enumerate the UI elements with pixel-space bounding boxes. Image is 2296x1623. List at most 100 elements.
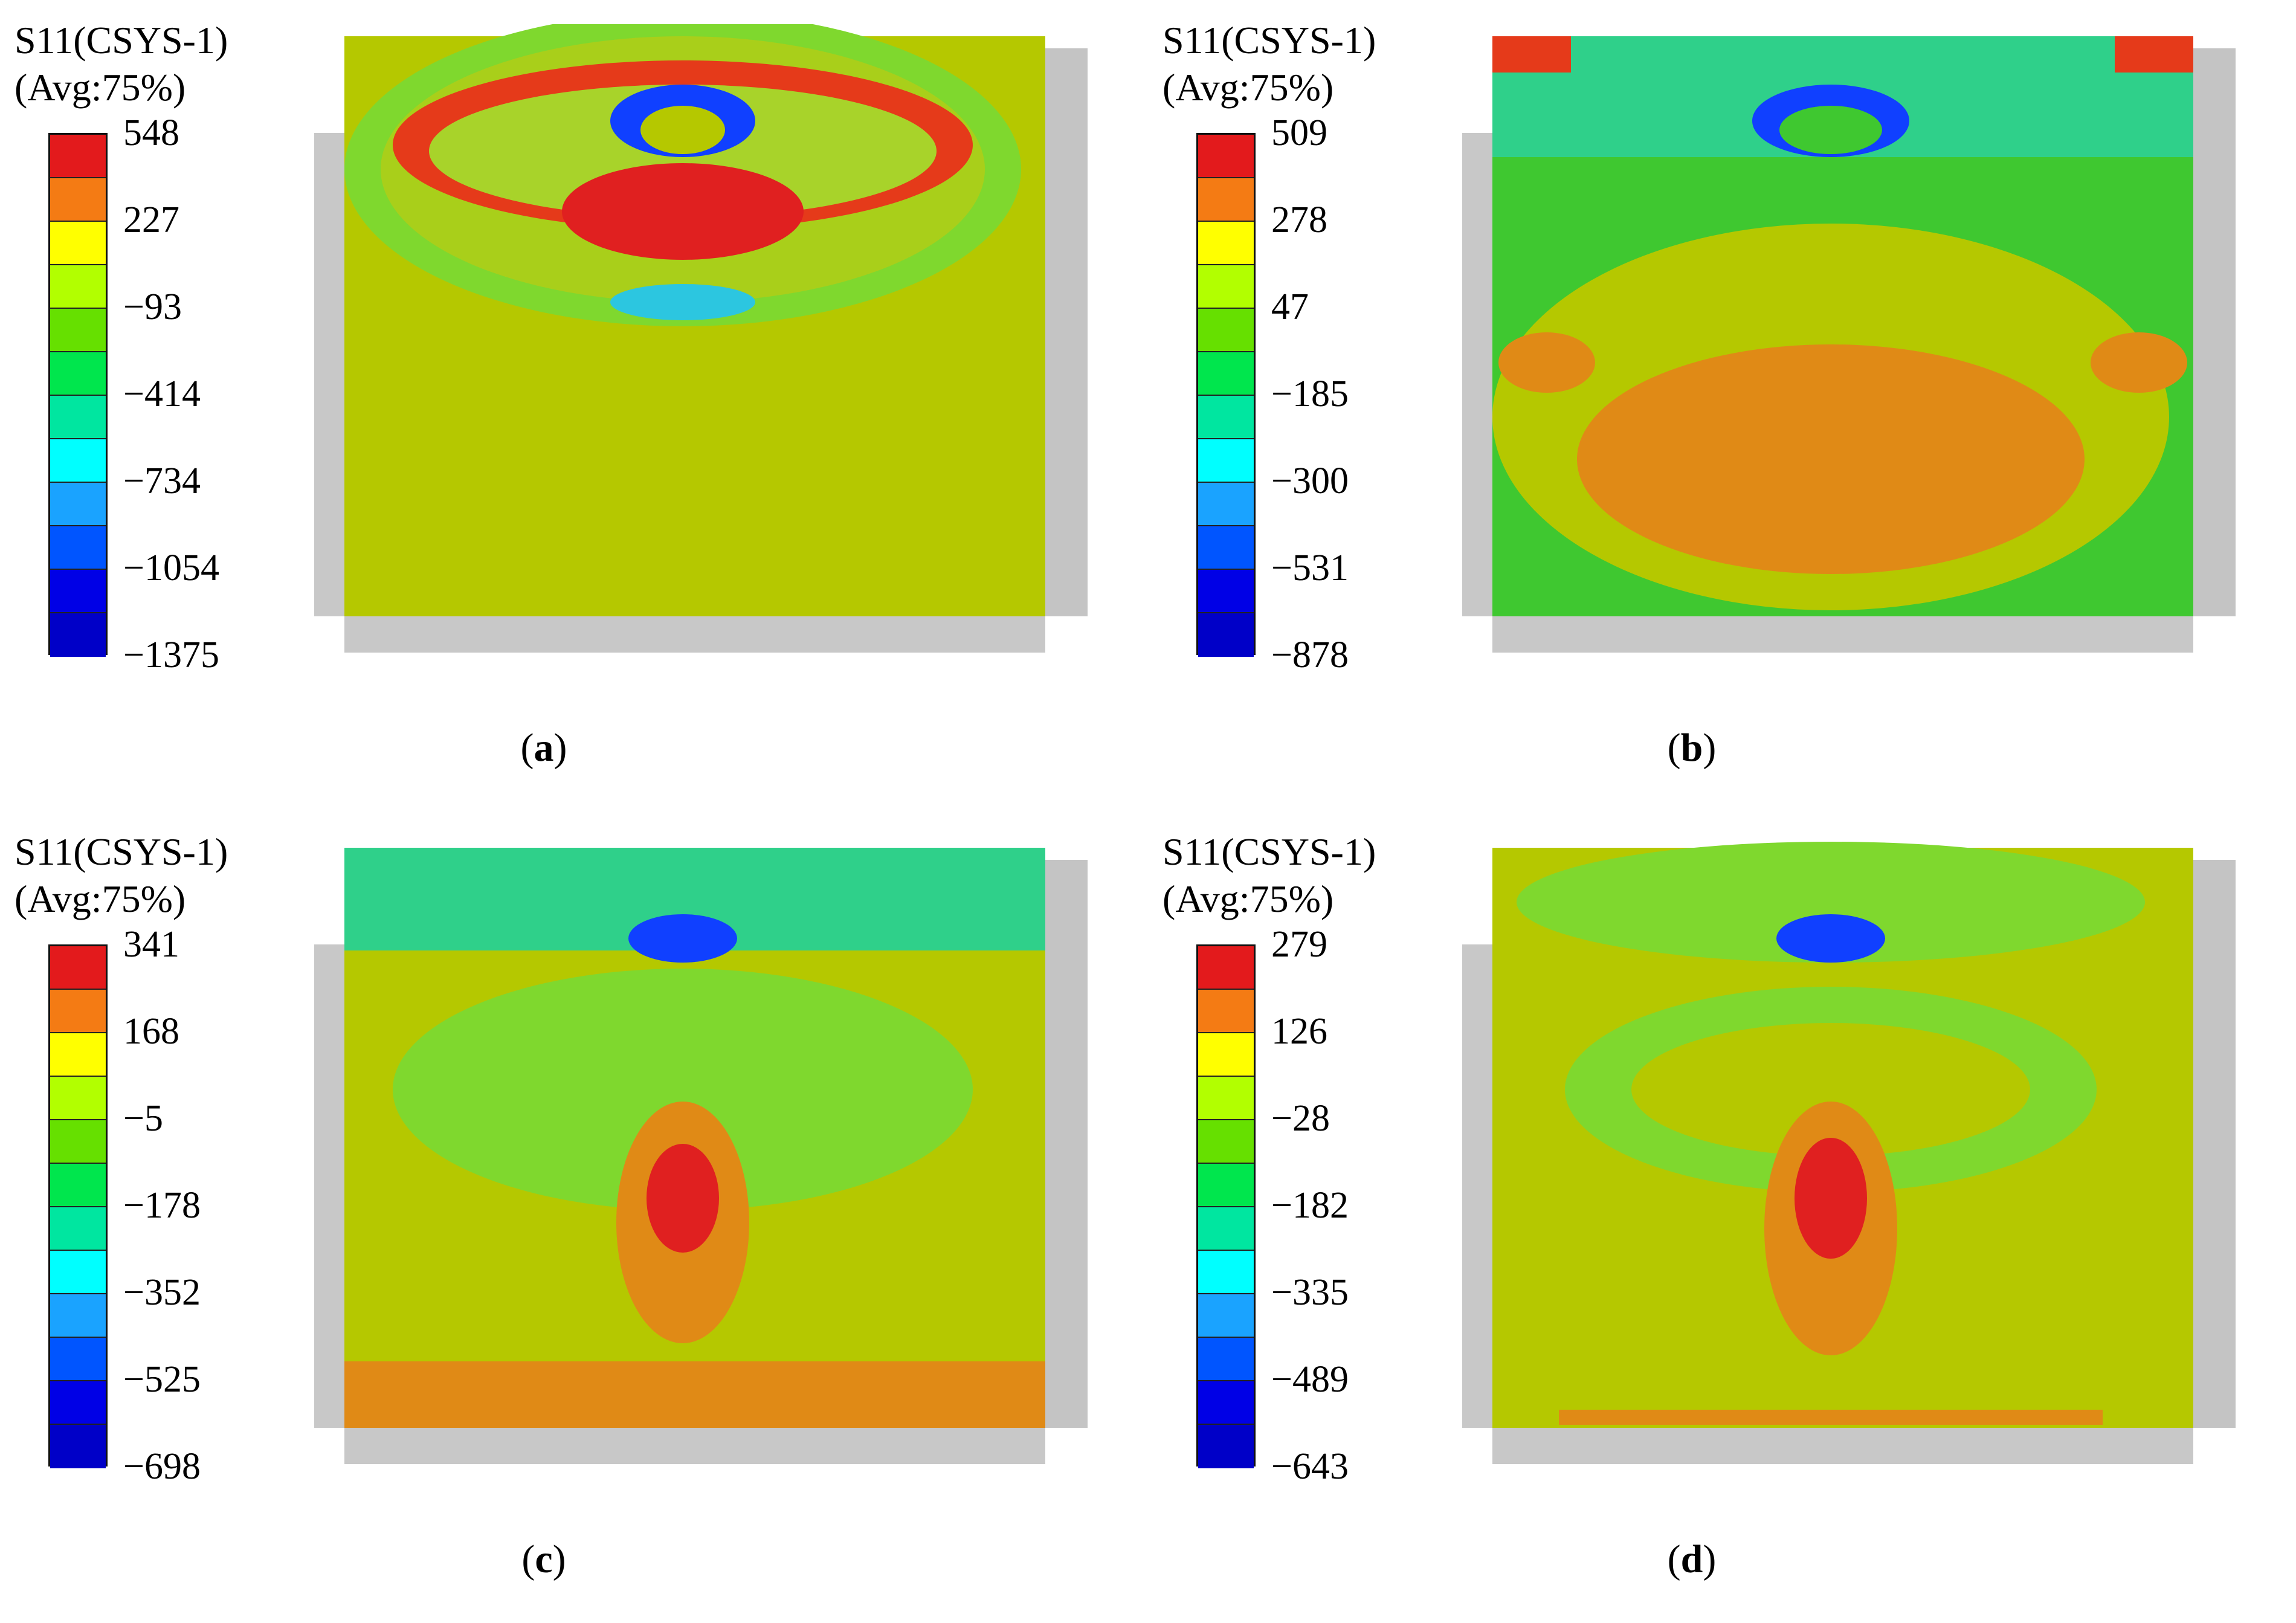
colorbar-segment (50, 570, 106, 613)
contour-plot (314, 848, 1088, 1464)
colorbar-segment (50, 135, 106, 178)
colorbar-segment (50, 265, 106, 309)
colorbar-segment (50, 1164, 106, 1207)
colorbar-segment (50, 526, 106, 570)
colorbar-segment (1198, 1207, 1254, 1251)
panel-caption: (b) (1667, 726, 1717, 770)
tick-label: −300 (1271, 460, 1349, 502)
colorbar-segment (50, 613, 106, 657)
legend-title: S11(CSYS-1) (15, 830, 228, 873)
colorbar (1196, 944, 1256, 1468)
colorbar-segment (1198, 613, 1254, 657)
colorbar-segment (50, 990, 106, 1033)
stress-contour-model (1438, 24, 2260, 665)
colorbar (48, 133, 108, 657)
colorbar-segment (1198, 990, 1254, 1033)
colorbar-segment (1198, 135, 1254, 178)
legend-subtitle: (Avg:75%) (15, 877, 186, 920)
tick-label: −178 (123, 1185, 201, 1226)
colorbar-segment (50, 178, 106, 222)
tick-label: −28 (1271, 1098, 1330, 1139)
tick-label: −878 (1271, 634, 1349, 676)
colorbar-segment (1198, 352, 1254, 396)
colorbar-segment (1198, 526, 1254, 570)
panel-b: S11(CSYS-1) (Avg:75%) 509 278 47 −185 −3… (1148, 0, 2296, 812)
contour-plot (1462, 842, 2236, 1464)
colorbar-segment (50, 1207, 106, 1251)
colorbar-segment (1198, 946, 1254, 990)
legend-subtitle: (Avg:75%) (1163, 877, 1334, 920)
colorbar-segment (50, 483, 106, 526)
colorbar-segment (50, 1381, 106, 1425)
colorbar-segment (1198, 1077, 1254, 1120)
colorbar-segment (50, 1294, 106, 1338)
stress-contour-model (1438, 836, 2260, 1476)
tick-label: 509 (1271, 112, 1327, 153)
panel-a: S11(CSYS-1) (Avg:75%) 548 227 −93 −414 −… (0, 0, 1148, 812)
contour-plot (1462, 36, 2236, 653)
panel-caption: (c) (521, 1537, 566, 1581)
colorbar-segment (1198, 396, 1254, 439)
panel-caption: (d) (1667, 1537, 1717, 1581)
tick-label: −1054 (123, 547, 219, 589)
tick-label: 227 (123, 199, 179, 240)
tick-label: −414 (123, 373, 201, 415)
colorbar-segment (50, 1077, 106, 1120)
tick-label: 126 (1271, 1011, 1327, 1052)
colorbar-segment (1198, 483, 1254, 526)
tick-label: 279 (1271, 924, 1327, 965)
tick-label: −698 (123, 1446, 201, 1487)
colorbar-segment (1198, 222, 1254, 265)
colorbar (48, 944, 108, 1468)
tick-label: −531 (1271, 547, 1349, 589)
colorbar-segment (1198, 309, 1254, 352)
legend-title: S11(CSYS-1) (15, 19, 228, 62)
tick-label: −643 (1271, 1446, 1349, 1487)
colorbar-segment (1198, 1251, 1254, 1294)
colorbar-segment (50, 439, 106, 483)
legend-subtitle: (Avg:75%) (1163, 66, 1334, 109)
tick-label: −1375 (123, 634, 219, 676)
colorbar-segment (50, 352, 106, 396)
stress-contour-model (290, 836, 1112, 1476)
legend-title: S11(CSYS-1) (1163, 830, 1376, 873)
tick-label: −182 (1271, 1185, 1349, 1226)
tick-label: 47 (1271, 286, 1309, 328)
stress-contour-model (290, 12, 1112, 665)
tick-label: 278 (1271, 199, 1327, 240)
colorbar-segment (1198, 1033, 1254, 1077)
colorbar-segment (1198, 1164, 1254, 1207)
colorbar-segment (50, 1338, 106, 1381)
colorbar-segment (50, 1251, 106, 1294)
colorbar-segment (50, 1120, 106, 1164)
tick-label: −185 (1271, 373, 1349, 415)
tick-label: −489 (1271, 1359, 1349, 1400)
colorbar-segment (50, 222, 106, 265)
tick-label: −93 (123, 286, 182, 328)
panel-c: S11(CSYS-1) (Avg:75%) 341 168 −5 −178 −3… (0, 812, 1148, 1623)
tick-label: −335 (1271, 1272, 1349, 1313)
tick-label: 168 (123, 1011, 179, 1052)
tick-label: −734 (123, 460, 201, 502)
colorbar-segment (1198, 1338, 1254, 1381)
legend-subtitle: (Avg:75%) (15, 66, 186, 109)
tick-label: −525 (123, 1359, 201, 1400)
colorbar-segment (1198, 1120, 1254, 1164)
colorbar-segment (1198, 1294, 1254, 1338)
colorbar-segment (50, 309, 106, 352)
tick-label: 548 (123, 112, 179, 153)
tick-label: 341 (123, 924, 179, 965)
colorbar-segment (1198, 178, 1254, 222)
panel-caption: (a) (520, 726, 567, 770)
colorbar-segment (50, 1425, 106, 1468)
colorbar-segment (1198, 439, 1254, 483)
colorbar-segment (50, 946, 106, 990)
colorbar-segment (1198, 265, 1254, 309)
colorbar-segment (50, 1033, 106, 1077)
contour-plot (314, 12, 1088, 653)
tick-label: −5 (123, 1098, 163, 1139)
panel-d: S11(CSYS-1) (Avg:75%) 279 126 −28 −182 −… (1148, 812, 2296, 1623)
colorbar-segment (50, 396, 106, 439)
colorbar-segment (1198, 1381, 1254, 1425)
colorbar-segment (1198, 1425, 1254, 1468)
